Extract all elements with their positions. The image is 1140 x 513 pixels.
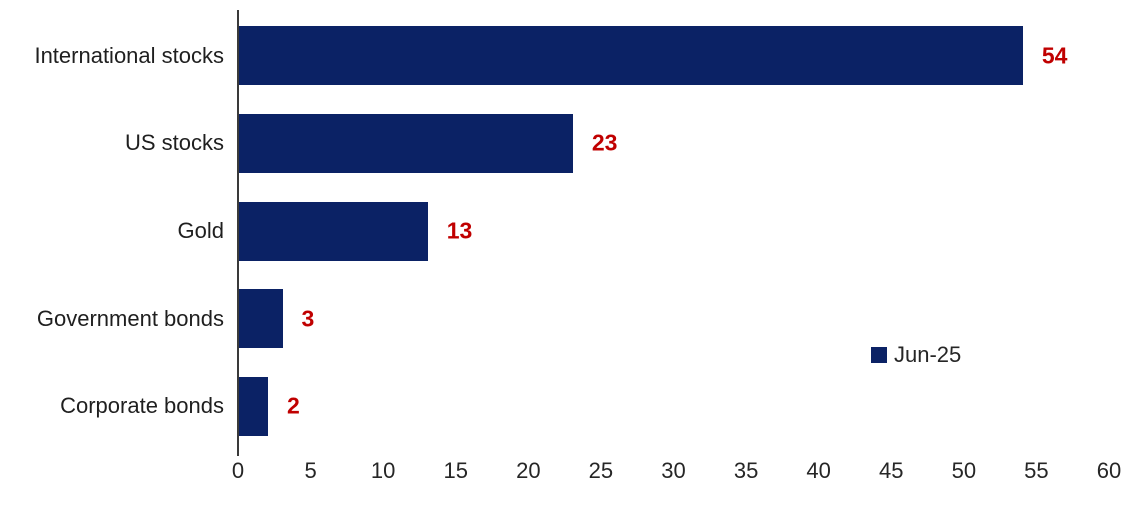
bar (239, 113, 573, 173)
bar-row: Government bonds 3 (0, 289, 1140, 349)
x-axis-tick-label: 30 (661, 458, 686, 483)
bar-value-label: 13 (446, 217, 473, 244)
category-label: Corporate bonds (60, 393, 224, 419)
category-label: Government bonds (36, 305, 224, 331)
x-axis-tick-label: 45 (879, 458, 904, 483)
legend-label: Jun-25 (894, 342, 962, 367)
x-axis-tick-label: 25 (588, 458, 614, 483)
bar (239, 289, 283, 349)
y-axis-line (237, 10, 239, 456)
x-axis-tick-label: 0 (231, 458, 245, 483)
x-axis-tick-label: 55 (1024, 458, 1049, 483)
bar-value-label: 23 (591, 129, 618, 156)
x-axis-tick-label: 15 (443, 458, 468, 483)
bar (239, 201, 428, 261)
x-axis-tick-label: 20 (516, 458, 541, 483)
x-axis-tick-label: 35 (733, 458, 759, 483)
bar (239, 376, 269, 436)
legend-swatch-icon (871, 347, 887, 363)
bar-value-label: 54 (1041, 42, 1068, 69)
x-axis-tick-label: 10 (370, 458, 396, 483)
category-label: Gold (177, 218, 224, 243)
bar-row: Gold 13 (0, 201, 1140, 261)
x-axis-tick-label: 5 (304, 458, 317, 483)
bar-row: International stocks 54 (0, 26, 1140, 86)
bar (239, 26, 1023, 86)
category-label: International stocks (34, 42, 224, 68)
bar-row: Corporate bonds 2 (0, 376, 1140, 436)
bar-value-label: 2 (287, 392, 300, 419)
x-axis-tick-label: 40 (806, 458, 831, 483)
x-axis-tick-label: 60 (1096, 458, 1122, 483)
legend: Jun-25 (871, 342, 961, 368)
bar-row: US stocks 23 (0, 113, 1140, 173)
x-axis-tick-label: 50 (951, 458, 977, 483)
category-label: US stocks (124, 130, 224, 156)
bar-value-label: 3 (301, 305, 315, 332)
